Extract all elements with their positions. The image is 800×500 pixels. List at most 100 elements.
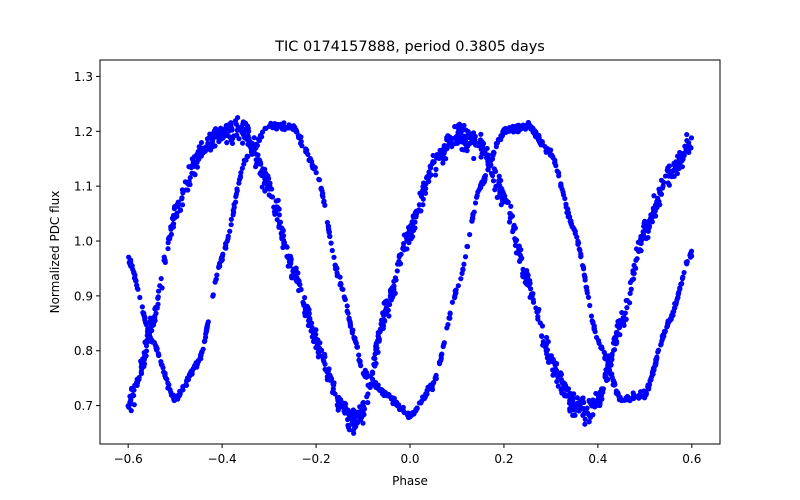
data-point	[562, 195, 568, 202]
data-point	[375, 337, 381, 344]
data-point	[179, 196, 185, 202]
data-point	[479, 144, 486, 150]
data-point	[662, 329, 668, 335]
data-point	[365, 399, 371, 406]
data-point	[231, 209, 237, 215]
data-point	[430, 152, 436, 159]
data-point	[552, 157, 558, 163]
data-point	[520, 266, 526, 272]
data-point	[432, 376, 438, 382]
data-point	[470, 211, 476, 217]
data-point	[232, 118, 239, 124]
y-tick-label: 1.2	[74, 125, 93, 139]
data-point	[236, 136, 242, 142]
data-point	[586, 412, 592, 418]
data-point	[135, 286, 141, 292]
data-point	[478, 131, 484, 137]
data-point	[515, 125, 521, 131]
data-point	[411, 226, 417, 232]
data-point	[213, 126, 219, 132]
data-point	[657, 190, 663, 197]
data-point	[672, 300, 678, 307]
data-point	[423, 391, 429, 397]
data-point	[667, 168, 674, 175]
data-point	[337, 282, 343, 288]
data-point	[198, 352, 204, 358]
data-point	[479, 139, 485, 146]
data-point	[655, 347, 662, 353]
data-point	[239, 165, 245, 171]
data-point	[551, 359, 557, 365]
data-point	[259, 129, 266, 135]
data-point	[223, 126, 229, 133]
data-point	[476, 186, 482, 193]
data-point	[542, 143, 548, 150]
data-point	[585, 294, 592, 300]
data-point	[313, 170, 319, 176]
data-point	[545, 339, 551, 345]
data-point	[369, 369, 376, 375]
data-point	[191, 158, 197, 165]
x-tick-label: 0.6	[682, 452, 701, 466]
data-point	[528, 286, 534, 292]
data-point	[535, 313, 541, 320]
data-point	[196, 156, 202, 162]
data-point	[322, 202, 328, 208]
data-point	[125, 403, 131, 409]
data-point	[606, 366, 612, 372]
data-point	[570, 412, 576, 418]
data-point	[340, 286, 346, 293]
data-point	[513, 238, 519, 244]
data-point	[177, 388, 183, 394]
y-tick-label: 0.8	[74, 344, 93, 358]
data-point	[587, 302, 593, 309]
data-point	[187, 174, 193, 181]
data-point	[613, 390, 619, 396]
data-point	[409, 412, 415, 418]
data-point	[399, 406, 405, 412]
data-point	[516, 246, 522, 252]
data-point	[469, 218, 475, 224]
x-axis-label: Phase	[392, 474, 428, 488]
data-point	[347, 322, 354, 328]
data-point	[530, 297, 536, 303]
data-point	[244, 153, 250, 160]
data-point	[355, 413, 361, 420]
data-point	[679, 280, 685, 287]
data-point	[262, 188, 268, 194]
data-point	[627, 279, 633, 286]
data-point	[455, 283, 461, 289]
data-point	[390, 395, 396, 401]
data-point	[496, 173, 502, 179]
data-point	[220, 135, 226, 141]
data-point	[633, 257, 639, 263]
data-point	[275, 197, 281, 203]
data-point	[687, 251, 694, 257]
data-point	[377, 326, 383, 332]
data-point	[646, 219, 652, 225]
data-point	[475, 143, 481, 149]
data-point	[488, 170, 495, 177]
data-point	[396, 254, 402, 260]
data-point	[384, 301, 391, 307]
data-point	[288, 256, 294, 262]
data-point	[598, 344, 604, 350]
data-point	[436, 361, 443, 367]
data-point	[658, 342, 664, 348]
data-point	[228, 222, 234, 228]
data-point	[348, 421, 355, 427]
data-point	[139, 304, 145, 310]
data-point	[262, 166, 268, 172]
data-point	[608, 362, 614, 368]
data-point	[240, 140, 246, 146]
data-point	[640, 231, 647, 238]
data-point	[251, 148, 257, 154]
data-point	[331, 380, 337, 386]
data-point	[636, 248, 642, 254]
data-point	[490, 178, 497, 184]
data-point	[179, 202, 186, 208]
data-point	[153, 345, 159, 351]
data-point	[165, 385, 171, 391]
data-point	[665, 318, 671, 324]
data-point	[134, 282, 140, 288]
